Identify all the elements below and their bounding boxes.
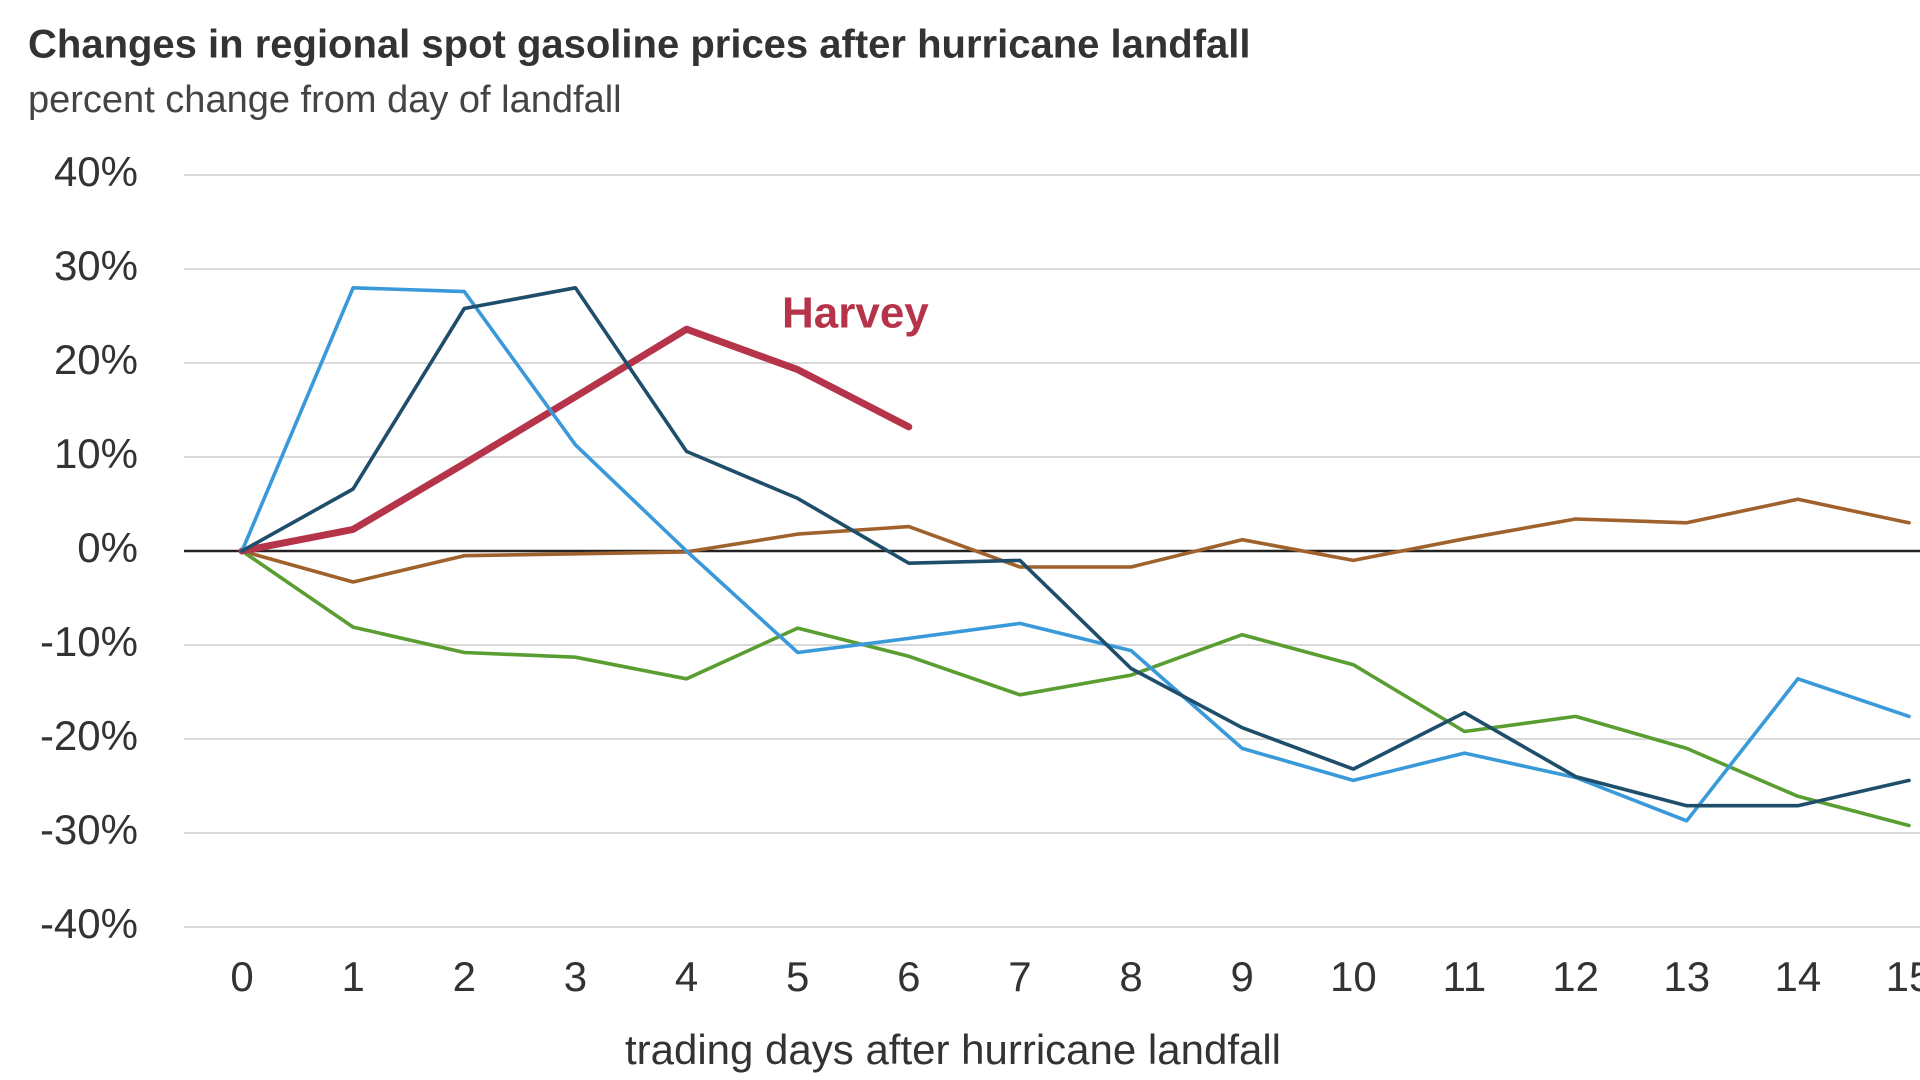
series-line bbox=[240, 549, 1911, 828]
series-line bbox=[240, 286, 1911, 823]
series-line bbox=[240, 497, 1911, 584]
y-tick-label: 10% bbox=[54, 430, 138, 477]
x-tick-label: 11 bbox=[1443, 953, 1487, 1000]
y-tick-label: 40% bbox=[54, 148, 138, 195]
x-tick-label: 14 bbox=[1775, 953, 1822, 1000]
y-tick-label: -40% bbox=[40, 900, 138, 947]
y-tick-label: -20% bbox=[40, 712, 138, 759]
y-tick-label: 30% bbox=[54, 242, 138, 289]
x-tick-label: 15 bbox=[1886, 953, 1920, 1000]
x-tick-label: 6 bbox=[897, 953, 920, 1000]
chart-subtitle: percent change from day of landfall bbox=[28, 79, 622, 121]
x-tick-label: 2 bbox=[453, 953, 476, 1000]
series-line bbox=[240, 286, 1911, 808]
x-tick-label: 7 bbox=[1008, 953, 1031, 1000]
x-tick-label: 9 bbox=[1231, 953, 1254, 1000]
x-tick-label: 8 bbox=[1119, 953, 1142, 1000]
x-tick-label: 1 bbox=[341, 953, 364, 1000]
y-tick-label: 0% bbox=[77, 524, 138, 571]
x-axis-label: trading days after hurricane landfall bbox=[625, 1026, 1281, 1073]
chart-title: Changes in regional spot gasoline prices… bbox=[28, 23, 1251, 67]
x-tick-label: 3 bbox=[564, 953, 587, 1000]
y-tick-label: 20% bbox=[54, 336, 138, 383]
x-tick-label: 4 bbox=[675, 953, 698, 1000]
y-tick-label: -30% bbox=[40, 806, 138, 853]
x-tick-label: 12 bbox=[1552, 953, 1599, 1000]
x-tick-label: 0 bbox=[230, 953, 253, 1000]
x-tick-label: 13 bbox=[1663, 953, 1710, 1000]
x-tick-label: 5 bbox=[786, 953, 809, 1000]
series-label: Harvey bbox=[782, 289, 929, 338]
series-line bbox=[238, 325, 913, 555]
y-tick-label: -10% bbox=[40, 618, 138, 665]
x-tick-label: 10 bbox=[1330, 953, 1377, 1000]
